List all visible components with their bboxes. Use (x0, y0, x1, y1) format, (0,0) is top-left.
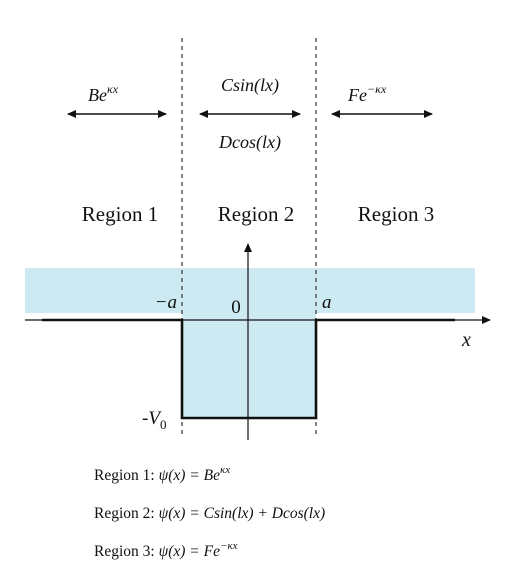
solution-region2-body: ψ(x) = Csin(lx) + Dcos(lx) (159, 505, 326, 522)
well-interior (182, 313, 316, 418)
energy-band (25, 268, 475, 313)
region3-wave-exponent: −κx (367, 82, 387, 96)
origin-label: 0 (231, 297, 241, 318)
solution-region3-prefix: Region 3: (94, 543, 159, 560)
right-edge-label: a (322, 292, 332, 313)
region3-wave-label: Fe−κx (347, 82, 387, 105)
region3-wave-base: Fe (347, 85, 367, 105)
solution-region1-prefix: Region 1: (94, 467, 159, 484)
region2-cos-label: Dcos(lx) (218, 132, 281, 153)
depth-label-subscript: 0 (160, 417, 167, 432)
region3-title: Region 3 (358, 202, 434, 226)
region2-title: Region 2 (218, 202, 294, 226)
depth-label-base: -V (142, 408, 162, 429)
potential-well-profile (42, 318, 455, 420)
x-axis-label: x (461, 329, 471, 351)
solution-region1-exponent: κx (220, 464, 230, 476)
left-edge-label: −a (155, 292, 177, 313)
region1-wave-label: Beκx (88, 82, 119, 105)
solution-region3-exponent: −κx (220, 540, 238, 552)
depth-label: -V0 (142, 408, 166, 432)
solution-region1: Region 1: ψ(x) = Beκx (94, 464, 230, 484)
region1-wave-base: Be (88, 85, 107, 105)
region2-sin-label: Csin(lx) (221, 75, 279, 96)
solution-region2-prefix: Region 2: (94, 505, 159, 522)
solution-region3: Region 3: ψ(x) = Fe−κx (94, 540, 238, 560)
solution-region1-body: ψ(x) = Be (159, 467, 221, 484)
solution-region2: Region 2: ψ(x) = Csin(lx) + Dcos(lx) (94, 505, 325, 522)
region1-title: Region 1 (82, 202, 158, 226)
solution-region3-body: ψ(x) = Fe (159, 543, 221, 560)
region1-wave-exponent: κx (107, 82, 119, 96)
